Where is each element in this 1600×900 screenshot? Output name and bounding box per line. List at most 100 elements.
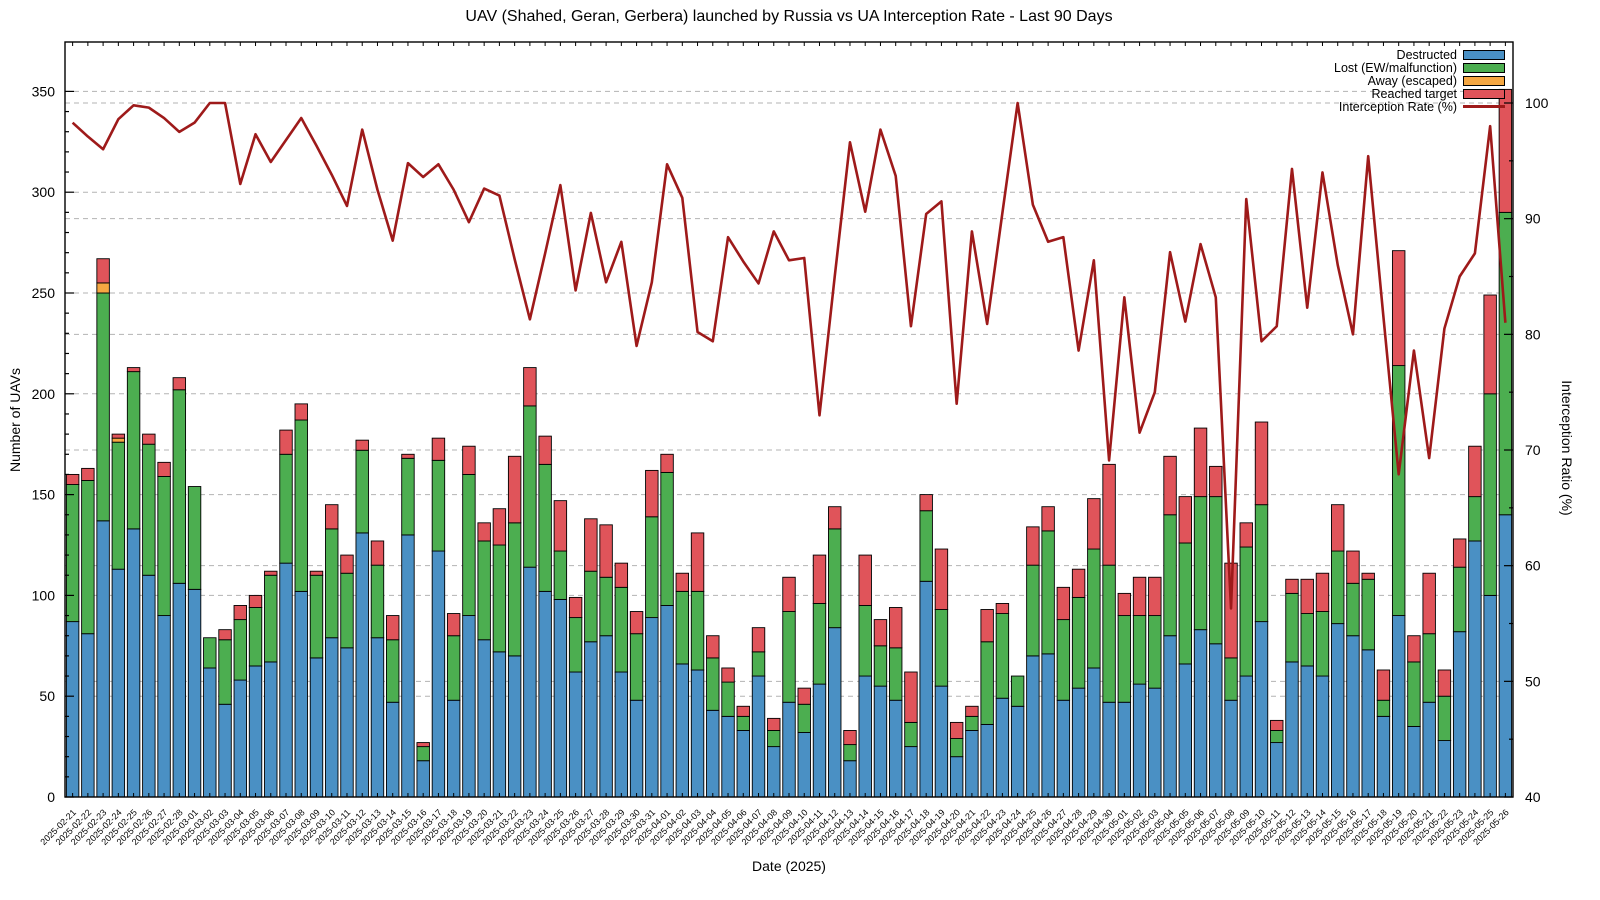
bar-segment	[1132, 683, 1147, 798]
bar-segment	[309, 574, 324, 659]
bar-segment	[187, 588, 202, 798]
bar-segment	[431, 437, 446, 461]
bar-segment	[1010, 705, 1025, 798]
bar-segment	[1224, 562, 1238, 659]
bar-segment	[614, 562, 629, 588]
bar-segment	[645, 469, 659, 518]
bar-segment	[812, 683, 827, 798]
bar-segment	[142, 443, 156, 576]
bar-segment	[553, 598, 568, 798]
bar-segment	[507, 522, 522, 657]
bar-segment	[340, 554, 354, 574]
bar-segment	[1041, 506, 1055, 532]
bar-segment	[1376, 715, 1391, 798]
bar-segment	[1163, 635, 1177, 798]
bar-segment	[706, 635, 720, 659]
bar-segment	[1315, 572, 1330, 612]
lost-swatch-icon	[1463, 62, 1505, 73]
bar-segment	[1498, 514, 1513, 798]
bar-segment	[294, 403, 308, 421]
bar-segment	[523, 405, 537, 568]
bar-segment	[1483, 393, 1497, 596]
bar-segment	[370, 564, 385, 639]
legend-item-destructed: Destructed	[1150, 48, 1505, 62]
bar-segment	[599, 576, 613, 637]
bar-segment	[65, 484, 80, 623]
bar-segment	[1102, 463, 1116, 566]
bar-segment	[1087, 667, 1101, 798]
bar-segment	[736, 715, 750, 731]
bar-segment	[248, 607, 263, 667]
destructed-swatch-icon	[1463, 49, 1505, 60]
bar-segment	[1163, 455, 1177, 516]
bar-segment	[1056, 699, 1071, 798]
bar-segment	[934, 685, 949, 798]
bar-segment	[1209, 496, 1223, 645]
y-right-tick-label: 70	[1525, 442, 1541, 458]
bar-segment	[126, 528, 141, 798]
legend-label: Away (escaped)	[1367, 73, 1457, 88]
bar-segment	[858, 675, 872, 798]
bar-segment	[1270, 742, 1284, 798]
bar-segment	[1437, 740, 1452, 798]
legend-item-rate: Interception Rate (%)	[1150, 100, 1505, 114]
bar-segment	[751, 651, 766, 677]
bar-segment	[233, 679, 247, 798]
bar-segment	[1132, 615, 1147, 685]
bar-segment	[462, 473, 476, 617]
bar-segment	[96, 282, 110, 294]
bar-segment	[370, 637, 385, 798]
bar-segment	[995, 697, 1010, 798]
bar-segment	[325, 528, 339, 639]
bar-segment	[1041, 530, 1055, 655]
bar-segment	[1331, 623, 1345, 798]
bar-segment	[1498, 88, 1513, 213]
bar-segment	[904, 746, 918, 798]
bar-segment	[1346, 582, 1360, 637]
bar-segment	[96, 292, 110, 522]
bar-segment	[386, 701, 400, 798]
bar-segment	[1452, 538, 1467, 568]
legend-label: Reached target	[1371, 86, 1457, 101]
bar-segment	[538, 435, 552, 465]
bar-segment	[111, 441, 126, 570]
bar-segment	[675, 663, 690, 798]
bar-segment	[1132, 576, 1147, 617]
bar-segment	[660, 471, 674, 606]
bar-segment	[782, 576, 796, 612]
away-swatch-icon	[1463, 75, 1505, 86]
bar-segment	[1300, 578, 1314, 614]
y-right-tick-label: 90	[1525, 211, 1541, 227]
bar-segment	[309, 657, 324, 798]
bar-segment	[782, 611, 796, 703]
bar-segment	[264, 574, 278, 663]
bar-segment	[690, 590, 705, 671]
bar-segment	[507, 655, 522, 798]
bar-segment	[96, 258, 110, 284]
bar-segment	[1239, 675, 1253, 798]
bar-segment	[157, 615, 171, 798]
bar-segment	[355, 439, 369, 451]
bar-segment	[340, 647, 354, 798]
bar-segment	[1300, 665, 1314, 798]
bar-segment	[599, 635, 613, 798]
bar-segment	[355, 532, 369, 798]
bar-segment	[126, 367, 141, 373]
bar-segment	[568, 596, 583, 619]
bar-segment	[919, 580, 933, 798]
bar-segment	[1422, 633, 1436, 703]
chart-title: UAV (Shahed, Geran, Gerbera) launched by…	[465, 8, 1113, 25]
bar-segment	[1331, 550, 1345, 625]
bar-segment	[1087, 498, 1101, 550]
bar-segment	[477, 522, 491, 542]
bar-segment	[812, 603, 827, 685]
bar-segment	[980, 723, 994, 798]
bar-segment	[401, 457, 415, 536]
bar-segment	[264, 570, 278, 576]
y-left-tick-label: 250	[32, 285, 56, 301]
y-left-tick-label: 200	[32, 386, 56, 402]
bar-segment	[538, 590, 552, 798]
bar-segment	[1254, 504, 1269, 623]
bar-segment	[599, 524, 613, 578]
